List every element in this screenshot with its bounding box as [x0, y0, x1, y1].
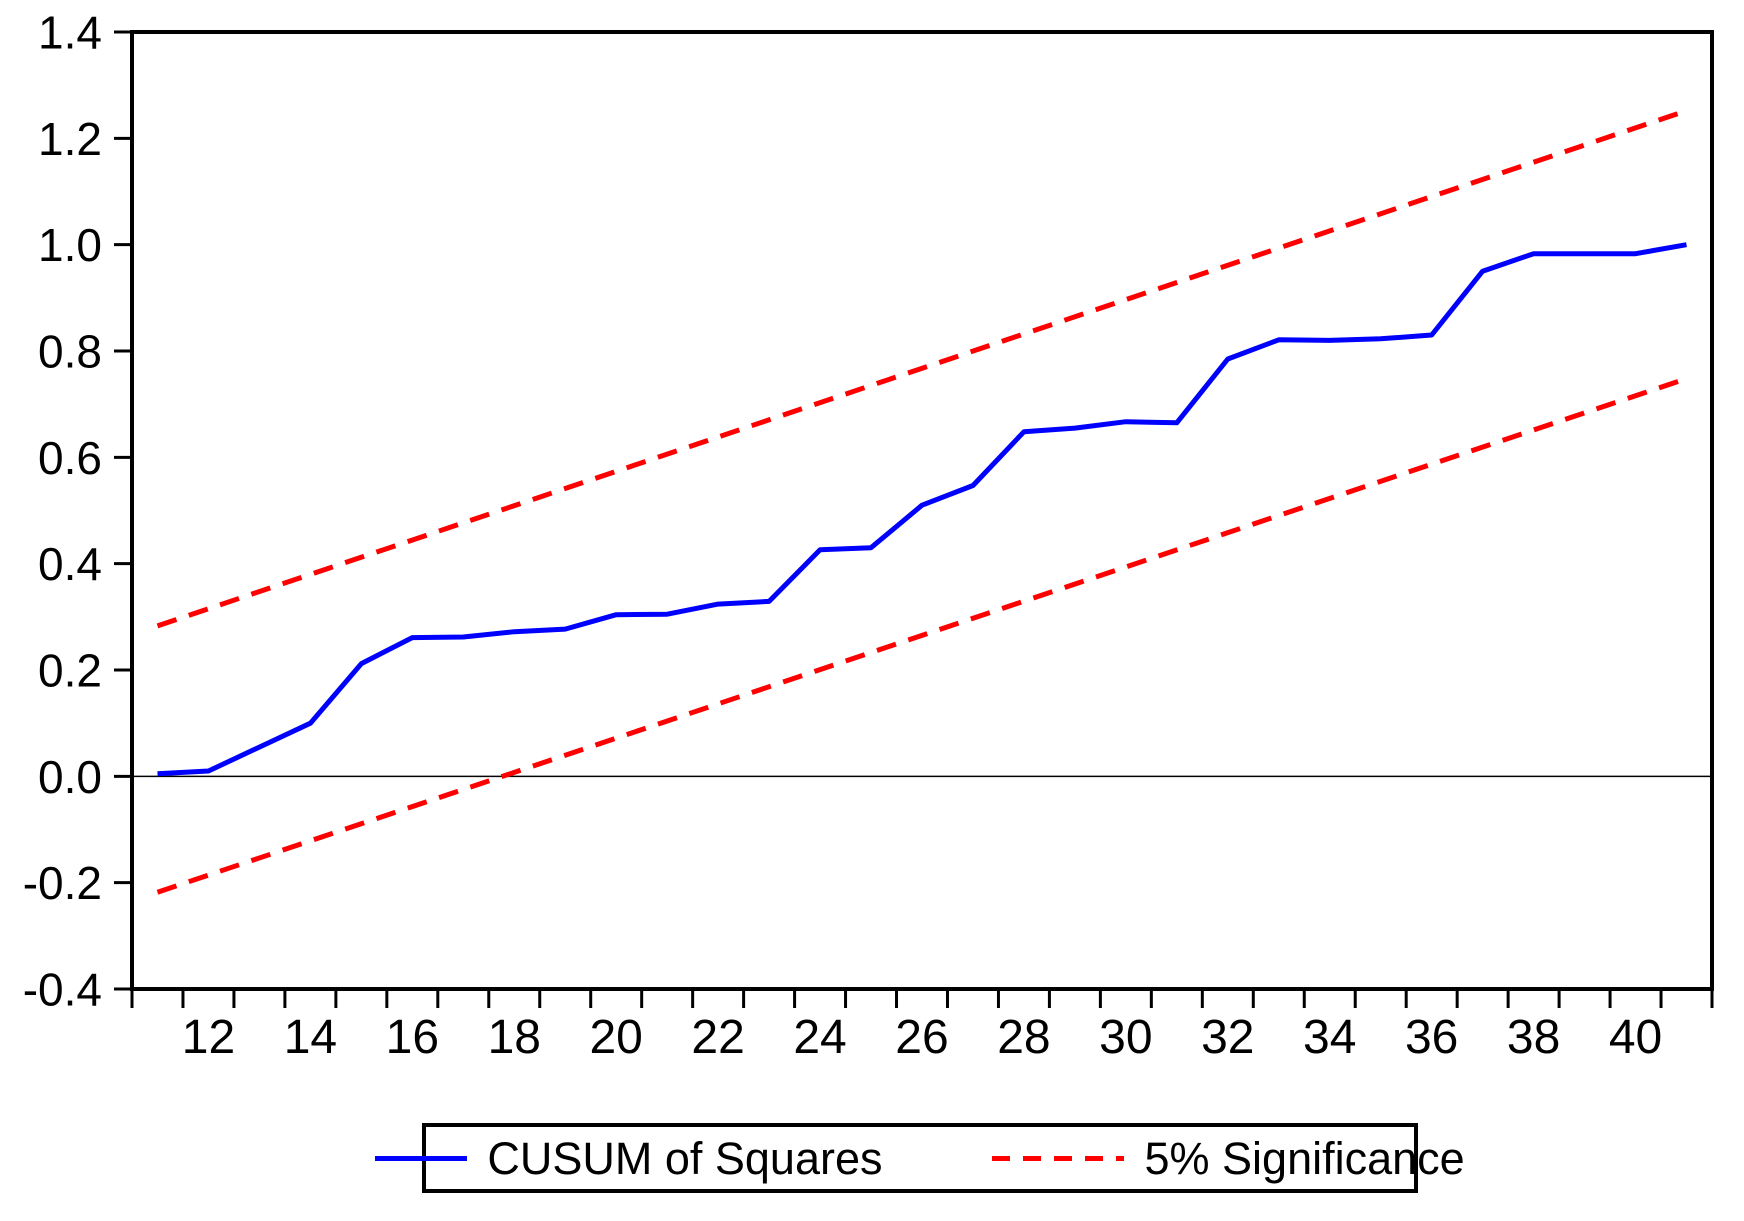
x-tick-label: 38: [1507, 1011, 1560, 1064]
x-tick-label: 32: [1201, 1011, 1254, 1064]
x-tick-label: 18: [488, 1011, 541, 1064]
significance-lower-line: [156, 376, 1688, 895]
x-tick-label: 20: [589, 1011, 642, 1064]
legend-label-cusum: CUSUM of Squares: [487, 1132, 883, 1184]
y-tick-label: 1.4: [38, 7, 102, 59]
x-tick-label: 12: [182, 1011, 235, 1064]
legend: CUSUM of Squares 5% Significance: [375, 1123, 1465, 1193]
legend-item-significance: 5% Significance: [992, 1132, 1465, 1184]
cusum-line-swatch: [375, 1155, 468, 1161]
y-tick-label: -0.2: [23, 857, 102, 909]
x-tick-label: 22: [691, 1011, 744, 1064]
cusum-series-line: [157, 242, 1687, 777]
y-tick-label: -0.4: [23, 964, 102, 1016]
y-tick-label: 0.2: [38, 645, 102, 697]
y-tick-label: 1.0: [38, 219, 102, 271]
x-tick-label: 30: [1099, 1011, 1152, 1064]
x-tick-label: 40: [1609, 1011, 1662, 1064]
y-tick-label: 0.4: [38, 538, 102, 590]
legend-item-cusum: CUSUM of Squares: [375, 1136, 882, 1181]
x-tick-label: 24: [793, 1011, 846, 1064]
legend-label-significance: 5% Significance: [1144, 1132, 1465, 1184]
y-tick-label: 0.8: [38, 326, 102, 378]
x-tick-label: 14: [284, 1011, 337, 1064]
significance-upper-line: [156, 108, 1688, 629]
plot-frame: [130, 30, 1714, 991]
y-tick-label: 0.0: [38, 751, 102, 803]
y-tick-label: 1.2: [38, 113, 102, 165]
x-tick-label: 26: [895, 1011, 948, 1064]
x-tick-label: 28: [997, 1011, 1050, 1064]
x-tick-label: 16: [386, 1011, 439, 1064]
x-tick-label: 36: [1405, 1011, 1458, 1064]
y-tick-label: 0.6: [38, 432, 102, 484]
x-tick-label: 34: [1303, 1011, 1356, 1064]
significance-line-swatch: [992, 1155, 1125, 1161]
